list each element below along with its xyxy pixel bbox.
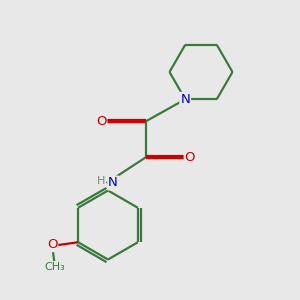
Text: H: H xyxy=(97,176,105,187)
Text: O: O xyxy=(96,115,106,128)
Text: CH₃: CH₃ xyxy=(45,262,65,272)
Text: N: N xyxy=(108,176,118,190)
Text: O: O xyxy=(47,238,57,251)
Text: O: O xyxy=(185,151,195,164)
Text: N: N xyxy=(180,93,190,106)
